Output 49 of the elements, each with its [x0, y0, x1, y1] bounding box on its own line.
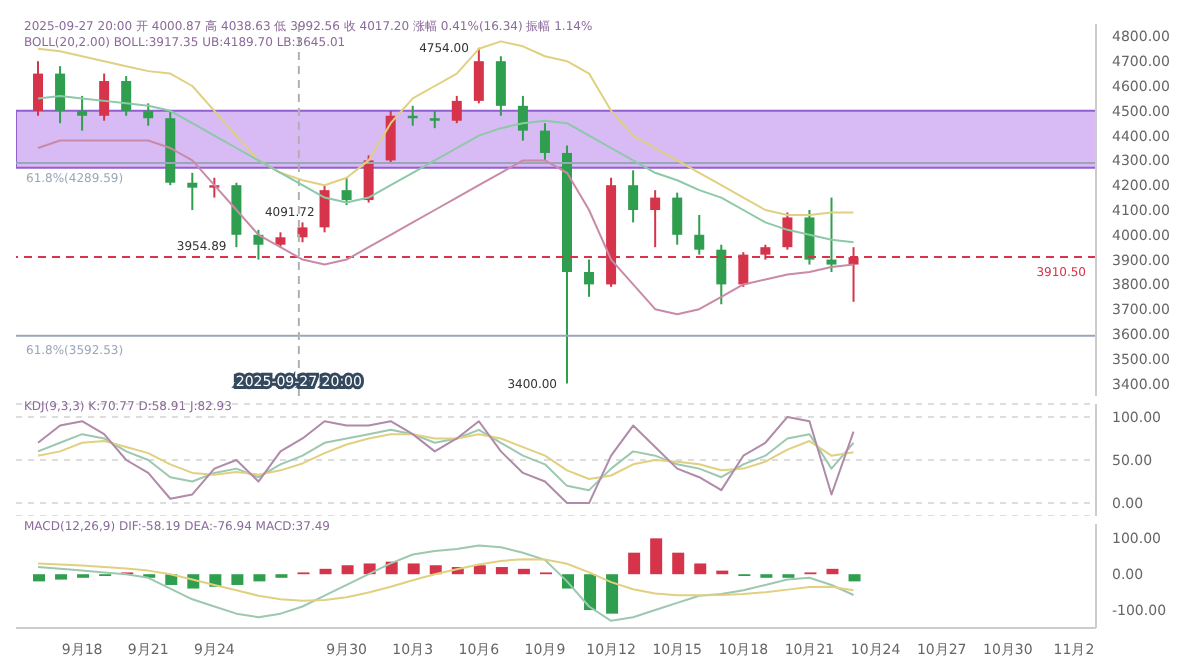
candlestick [672, 191, 683, 246]
candlestick [121, 75, 132, 117]
line-series [37, 415, 855, 505]
line-series [37, 544, 855, 622]
candlestick [650, 189, 661, 249]
candlestick [539, 122, 550, 162]
candlestick [694, 213, 705, 256]
candlestick [495, 55, 506, 117]
bar [826, 568, 839, 575]
bar [650, 538, 663, 575]
bar [672, 552, 685, 575]
bar [495, 567, 508, 575]
candlestick [804, 209, 815, 266]
candlestick [297, 221, 308, 244]
candlestick [341, 176, 352, 207]
candlestick [187, 171, 198, 211]
candlestick [716, 243, 727, 306]
line-series [37, 433, 855, 480]
bar [341, 565, 354, 575]
bar [517, 568, 530, 575]
candlestick [77, 94, 88, 132]
bar [319, 568, 332, 575]
candlestick [253, 228, 264, 261]
bar [606, 574, 619, 614]
bar [231, 574, 244, 585]
line-series [37, 558, 855, 602]
candlestick [517, 94, 528, 142]
bar [694, 563, 707, 575]
line-series [37, 428, 855, 492]
candlestick [319, 184, 330, 234]
candlestick [33, 60, 44, 117]
bar [33, 574, 46, 582]
candlestick [143, 102, 154, 127]
candlestick [826, 196, 837, 273]
candlestick [782, 211, 793, 251]
bar [473, 565, 486, 575]
candlestick [584, 258, 595, 298]
candlestick [385, 109, 396, 164]
bar [55, 574, 68, 580]
candlestick [628, 169, 639, 224]
candlestick [55, 65, 66, 125]
bar [584, 574, 597, 611]
candlestick [99, 72, 110, 122]
bar [407, 563, 420, 575]
bar [253, 574, 266, 582]
candlestick [451, 94, 462, 125]
bar [628, 552, 641, 575]
candlestick [473, 46, 484, 105]
bar [848, 574, 861, 582]
